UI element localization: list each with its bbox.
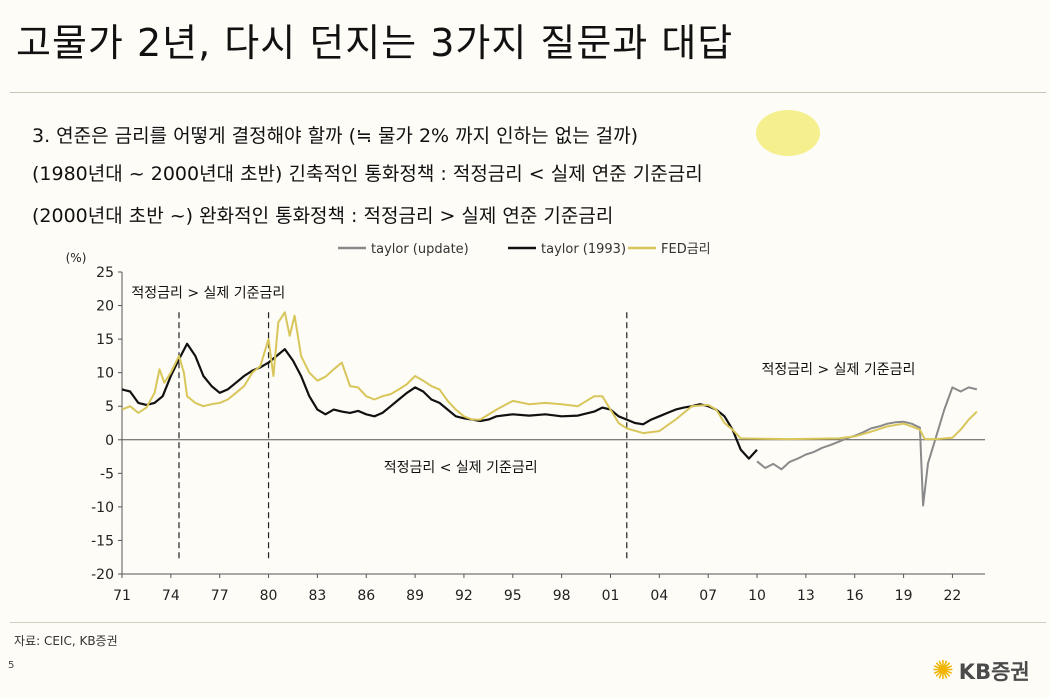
page-title: 고물가 2년, 다시 던지는 3가지 질문과 대답 [16, 21, 734, 65]
x-tick-label: 13 [797, 588, 815, 604]
y-unit-label: (%) [66, 251, 87, 265]
logo-text: KB증권 [958, 660, 1030, 684]
series-line-FED금리 [121, 311, 978, 441]
x-tick-label: 89 [406, 588, 424, 604]
x-tick-label: 04 [650, 588, 668, 604]
legend-label: taylor (update) [371, 242, 469, 257]
x-tick-label: 22 [944, 588, 962, 604]
chart-annotation: 적정금리 < 실제 기준금리 [384, 460, 538, 476]
legend-label: taylor (1993) [541, 242, 626, 257]
y-tick-label: 5 [105, 399, 114, 415]
y-tick-label: 15 [96, 332, 114, 348]
x-tick-label: 98 [553, 588, 571, 604]
taylor-rule-chart: 25 20 15 10 5 0 -5 -10 -15 -20 (%) 71 74 77 80 83 86 89 92… [66, 242, 985, 604]
x-tick-label: 86 [357, 588, 375, 604]
x-tick-label: 80 [260, 588, 278, 604]
x-tick-label: 07 [699, 588, 717, 604]
x-tick-label: 01 [602, 588, 620, 604]
page-number: 5 [8, 660, 15, 671]
chart-annotation: 적정금리 > 실제 기준금리 [762, 362, 916, 378]
question-text: 3. 연준은 금리를 어떻게 결정해야 할까 (≒ 물가 2% 까지 인하는 없… [32, 125, 638, 147]
highlight-marker [756, 110, 820, 156]
chart-annotation: 적정금리 > 실제 기준금리 [131, 286, 285, 302]
period-note-1980s: (1980년대 ~ 2000년대 초반) 긴축적인 통화정책 : 적정금리 < … [32, 163, 703, 185]
x-tick-label: 95 [504, 588, 522, 604]
x-tick-label: 92 [455, 588, 473, 604]
period-note-2000s: (2000년대 초반 ~) 완화적인 통화정책 : 적정금리 > 실제 연준 기… [32, 205, 614, 227]
y-tick-label: 10 [96, 366, 114, 382]
kb-logo: ✺ KB증권 [932, 656, 1030, 686]
source-note: 자료: CEIC, KB증권 [14, 634, 118, 648]
y-tick-label: 0 [105, 433, 114, 449]
kb-star-icon: ✺ [932, 656, 954, 686]
y-tick-label: -15 [91, 533, 114, 549]
legend-label: FED금리 [661, 242, 711, 257]
x-tick-label: 71 [113, 588, 131, 604]
y-tick-label: -10 [91, 500, 114, 516]
title-divider [10, 92, 1046, 93]
x-tick-label: 74 [162, 588, 180, 604]
x-tick-label: 10 [748, 588, 766, 604]
series-line-taylor-update- [756, 386, 978, 507]
y-tick-label: 20 [96, 299, 114, 315]
series-line-taylor-1993- [121, 342, 758, 460]
x-tick-label: 19 [895, 588, 913, 604]
x-tick-label: 16 [846, 588, 864, 604]
y-tick-label: -5 [100, 466, 114, 482]
y-tick-label: -20 [91, 567, 114, 583]
y-tick-label: 25 [96, 265, 114, 281]
x-tick-label: 83 [308, 588, 326, 604]
source-divider [10, 622, 1046, 623]
x-tick-label: 77 [211, 588, 229, 604]
